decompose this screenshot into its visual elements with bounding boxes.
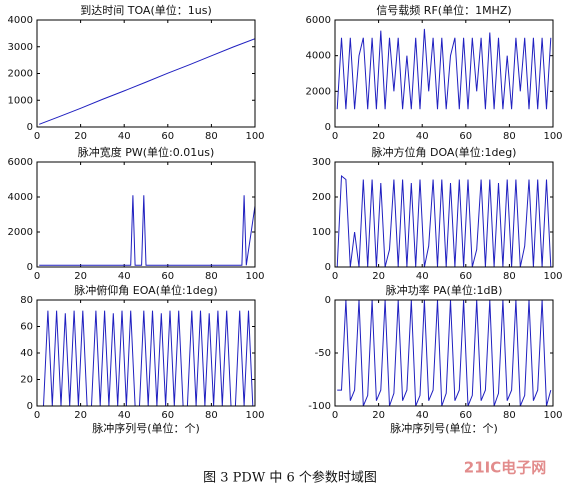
y-tick-label: 2000 [8, 69, 33, 80]
x-axis-label: 脉冲序列号(单位：个) [92, 421, 200, 435]
x-tick-label: 40 [118, 271, 131, 282]
y-tick-label: -50 [315, 348, 331, 359]
x-tick-label: 80 [503, 131, 516, 142]
x-axis-label: 脉冲序列号(单位：个) [390, 421, 498, 435]
y-tick-label: 80 [20, 295, 33, 306]
y-tick-label: 2000 [306, 86, 331, 97]
y-tick-label: 1000 [8, 95, 33, 106]
y-tick-label: 20 [20, 375, 33, 386]
y-tick-label: 40 [20, 348, 33, 359]
x-tick-label: 80 [205, 410, 218, 421]
axes-frame [36, 161, 256, 268]
x-tick-label: 0 [34, 131, 40, 142]
data-line [39, 38, 256, 125]
x-tick-label: 100 [543, 410, 562, 421]
x-tick-label: 40 [118, 410, 131, 421]
data-line [336, 28, 552, 110]
x-tick-label: 0 [332, 271, 338, 282]
x-tick-label: 100 [543, 271, 562, 282]
y-tick-label: 0 [27, 122, 33, 133]
axes-frame [334, 299, 554, 407]
x-tick-label: 0 [332, 410, 338, 421]
x-tick-label: 80 [205, 131, 218, 142]
x-tick-label: 40 [118, 131, 131, 142]
x-tick-label: 80 [503, 410, 516, 421]
x-tick-label: 20 [372, 410, 385, 421]
y-tick-label: 200 [312, 192, 331, 203]
data-line [39, 195, 256, 266]
y-tick-label: 6000 [8, 157, 33, 168]
y-tick-label: 4000 [8, 15, 33, 26]
x-tick-label: 100 [245, 271, 264, 282]
caption: 图 3 PDW 中 6 个参数时域图 [203, 470, 377, 486]
chart-title: 脉冲俯仰角 EOA(单位:1deg) [74, 283, 217, 297]
chart-title: 脉冲功率 PA(单位:1dB) [386, 283, 503, 297]
axes-frame [334, 19, 554, 128]
x-tick-label: 40 [416, 131, 429, 142]
y-tick-label: 0 [27, 401, 33, 412]
x-tick-label: 20 [372, 271, 385, 282]
x-tick-label: 20 [74, 410, 87, 421]
x-tick-label: 100 [245, 131, 264, 142]
x-tick-label: 80 [503, 271, 516, 282]
x-tick-label: 100 [543, 131, 562, 142]
axes-frame [36, 19, 256, 128]
x-tick-label: 0 [34, 271, 40, 282]
x-tick-label: 60 [459, 410, 472, 421]
chart-title: 脉冲方位角 DOA(单位:1deg) [372, 145, 517, 159]
y-tick-label: 60 [20, 322, 33, 333]
y-tick-label: 2000 [8, 227, 33, 238]
x-tick-label: 60 [161, 131, 174, 142]
x-tick-label: 60 [161, 271, 174, 282]
y-tick-label: 0 [27, 262, 33, 273]
x-tick-label: 20 [74, 131, 87, 142]
x-tick-label: 80 [205, 271, 218, 282]
y-tick-label: 300 [312, 157, 331, 168]
y-tick-label: 0 [325, 295, 331, 306]
x-tick-label: 60 [459, 271, 472, 282]
plot-area [36, 19, 256, 128]
y-tick-label: 4000 [8, 192, 33, 203]
x-tick-label: 0 [34, 410, 40, 421]
y-tick-label: 0 [325, 122, 331, 133]
x-tick-label: 40 [416, 271, 429, 282]
y-tick-label: 100 [312, 227, 331, 238]
chart-title: 信号载频 RF(单位：1MHZ) [376, 3, 511, 17]
axes-frame [36, 299, 256, 407]
chart-title: 到达时间 TOA(单位：1us) [80, 3, 212, 17]
y-tick-label: 3000 [8, 42, 33, 53]
chart-title: 脉冲宽度 PW(单位:0.01us) [78, 145, 215, 159]
x-tick-label: 60 [459, 131, 472, 142]
x-tick-label: 0 [332, 131, 338, 142]
x-tick-label: 60 [161, 410, 174, 421]
y-tick-label: 0 [325, 262, 331, 273]
x-tick-label: 40 [416, 410, 429, 421]
x-tick-label: 20 [372, 131, 385, 142]
y-tick-label: 4000 [306, 51, 331, 62]
x-tick-label: 20 [74, 271, 87, 282]
x-tick-label: 100 [245, 410, 264, 421]
data-line [337, 299, 552, 407]
y-tick-label: 6000 [306, 15, 331, 26]
data-line [336, 175, 552, 268]
watermark: 21IC电子网 [464, 459, 546, 477]
y-tick-label: -100 [308, 401, 331, 412]
data-line [39, 310, 254, 407]
axes-frame [334, 161, 554, 268]
